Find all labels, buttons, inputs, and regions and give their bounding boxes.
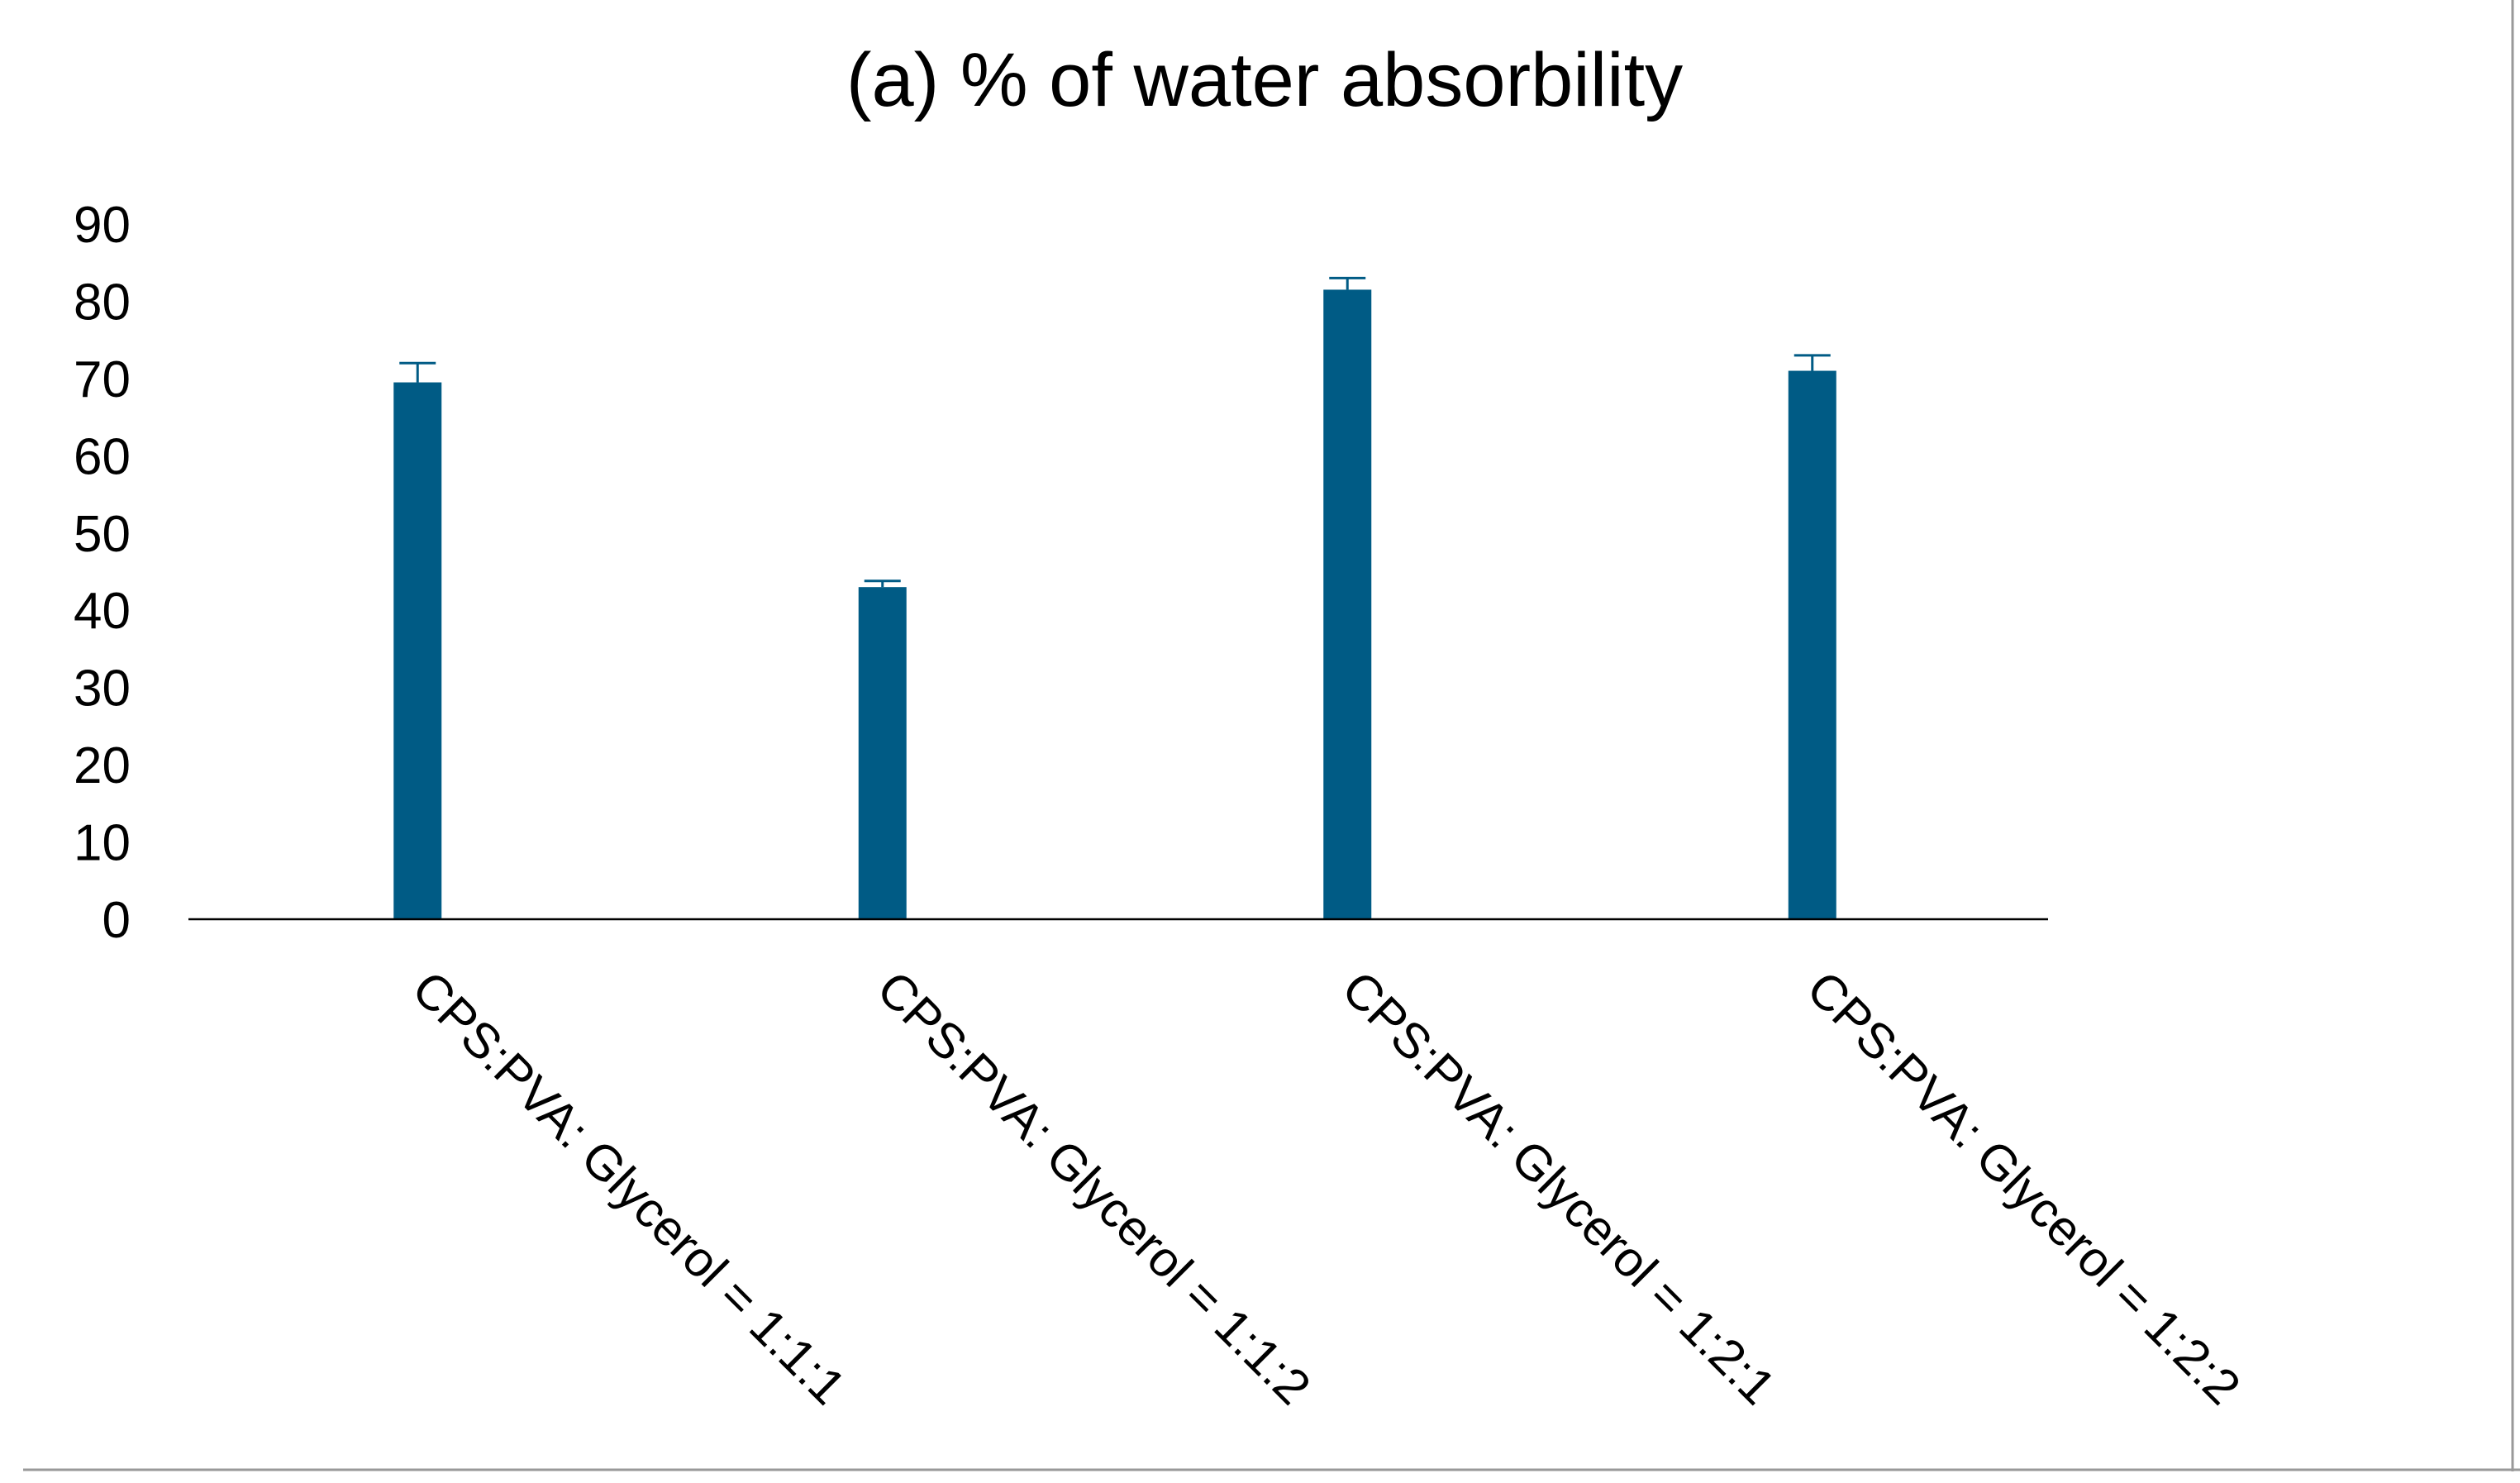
y-tick-label: 70 — [74, 351, 131, 408]
x-category-label: CPS:PVA: Glycerol = 1:1:2 — [867, 961, 1322, 1415]
y-tick-label: 0 — [102, 892, 131, 949]
y-axis-ticks: 0 10 20 30 40 50 60 70 80 90 — [74, 197, 131, 949]
chart-title: (a) % of water absorbility — [846, 38, 1683, 122]
x-axis-category-labels: CPS:PVA: Glycerol = 1:1:1 CPS:PVA: Glycer… — [402, 961, 2251, 1415]
y-tick-label: 30 — [74, 660, 131, 718]
x-category-label: CPS:PVA: Glycerol = 1:1:1 — [402, 961, 856, 1415]
bar — [1788, 370, 1836, 919]
y-tick-label: 40 — [74, 583, 131, 640]
bar — [858, 587, 907, 919]
x-category-label: CPS:PVA: Glycerol = 1:2:1 — [1331, 961, 1786, 1415]
bar — [1323, 289, 1372, 920]
y-tick-label: 60 — [74, 428, 131, 485]
bars-group — [393, 289, 1836, 920]
y-tick-label: 80 — [74, 274, 131, 331]
error-bars-group — [399, 276, 1831, 588]
y-tick-label: 90 — [74, 197, 131, 254]
y-tick-label: 10 — [74, 815, 131, 872]
y-tick-label: 20 — [74, 737, 131, 794]
y-tick-label: 50 — [74, 506, 131, 563]
bar — [393, 382, 442, 919]
x-category-label: CPS:PVA: Glycerol = 1:2:2 — [1797, 961, 2251, 1415]
